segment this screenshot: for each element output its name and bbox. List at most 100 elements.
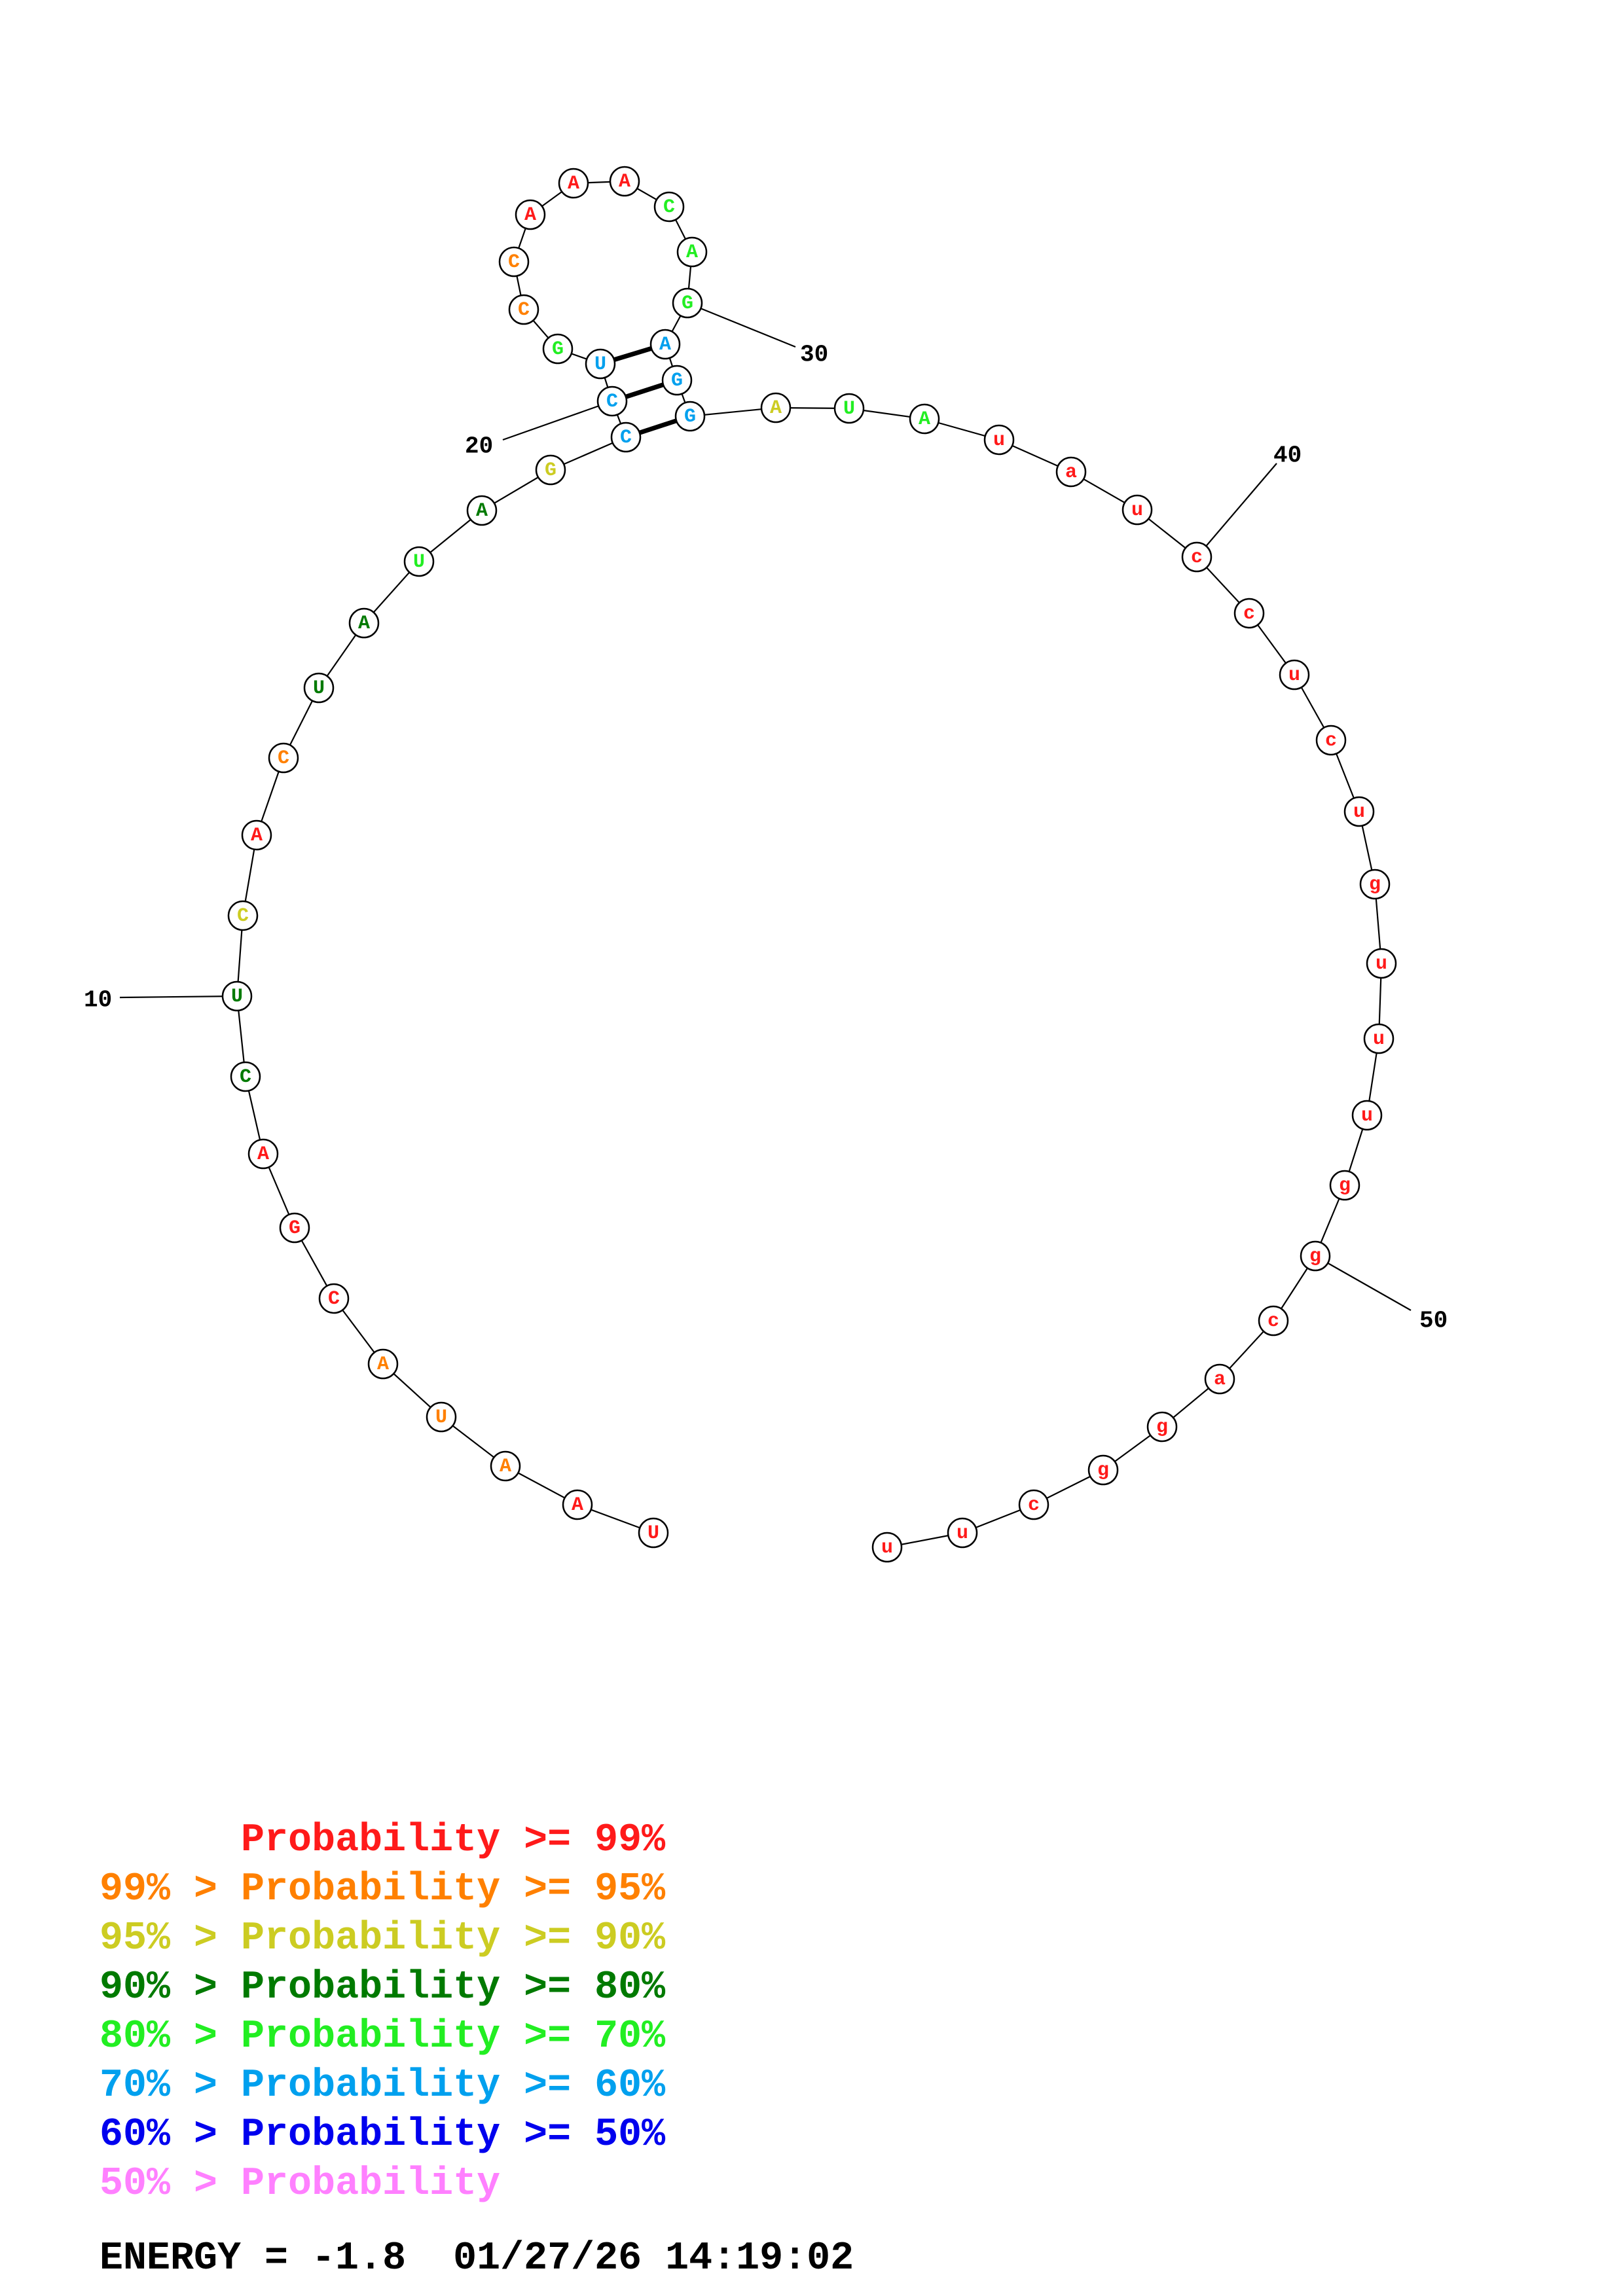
base-pair-bond	[638, 418, 678, 435]
nucleotide: c	[1181, 541, 1213, 573]
nucleotide-circle	[508, 294, 539, 325]
nucleotide: A	[760, 392, 792, 423]
nucleotide-circle	[653, 191, 685, 223]
nucleotide: C	[596, 386, 628, 417]
legend-prefix: 99% >	[100, 1867, 242, 1912]
nucleotide-letter: C	[620, 427, 632, 449]
nucleotide-letter: U	[594, 353, 606, 376]
nucleotide-letter: C	[237, 905, 249, 927]
nucleotide-letter: U	[231, 986, 243, 1008]
nucleotide: G	[674, 401, 706, 432]
nucleotide-circle	[871, 1532, 903, 1563]
nucleotide: U	[303, 672, 335, 704]
nucleotide: A	[515, 199, 546, 230]
nucleotide-circle	[221, 980, 253, 1012]
nucleotide-letter: A	[619, 171, 630, 193]
legend-text: Probability >= 80%	[241, 1965, 666, 2010]
nucleotide: U	[426, 1401, 457, 1433]
nucleotide-letter: G	[671, 370, 683, 392]
nucleotide-letter: G	[684, 406, 696, 428]
nucleotide: A	[247, 1138, 279, 1170]
nucleotide: G	[535, 454, 566, 486]
nucleotide-letter: g	[1156, 1416, 1168, 1439]
nucleotide-letter: U	[435, 1407, 447, 1429]
nucleotide-circle	[1343, 796, 1375, 827]
nucleotide-circle	[535, 454, 566, 486]
legend-text: Probability >= 90%	[241, 1916, 666, 1961]
nucleotide-letter: u	[1288, 664, 1300, 687]
nucleotide-letter: a	[1065, 461, 1077, 484]
nucleotide: u	[947, 1517, 978, 1549]
nucleotide-circle	[1329, 1170, 1360, 1201]
nucleotide-circle	[498, 246, 530, 278]
nucleotide: A	[676, 236, 708, 268]
legend-entry: 90% > Probability >= 80%	[100, 1964, 665, 2013]
nucleotide-letter: u	[993, 429, 1005, 452]
nucleotide: c	[1018, 1489, 1049, 1520]
nucleotide-letter: G	[552, 338, 564, 361]
nucleotide: g	[1300, 1240, 1331, 1272]
nucleotide: u	[1122, 494, 1153, 526]
nucleotide-circle	[1087, 1454, 1119, 1486]
nucleotide-letter: u	[881, 1537, 893, 1559]
nucleotide-circle	[661, 365, 693, 396]
nucleotide: C	[230, 1061, 261, 1092]
nucleotide-letter: G	[682, 293, 693, 315]
nucleotide-circle	[610, 422, 642, 453]
nucleotide: u	[1279, 659, 1310, 691]
nucleotide-circle	[558, 168, 589, 199]
nucleotide: g	[1146, 1411, 1178, 1443]
nucleotide: C	[227, 900, 259, 931]
nucleotide-letter: A	[770, 397, 782, 420]
nucleotide-letter: A	[377, 1354, 389, 1376]
position-tick-layer: 10 20 30 40 50	[84, 302, 1448, 1335]
nucleotide-circle	[1204, 1363, 1235, 1395]
nucleotide-letter: g	[1309, 1246, 1321, 1268]
nucleotide-letter: C	[240, 1066, 251, 1088]
nucleotide-letter: A	[476, 500, 488, 522]
base-pair-bond	[625, 382, 665, 399]
nucleotide-letter: g	[1339, 1175, 1351, 1197]
nucleotide-circle	[672, 287, 703, 319]
nucleotide-circle	[403, 546, 435, 577]
nucleotide: C	[610, 422, 642, 453]
nucleotide: G	[672, 287, 703, 319]
nucleotide: g	[1329, 1170, 1360, 1201]
nucleotide-letter: g	[1097, 1460, 1109, 1482]
nucleotide: G	[279, 1212, 310, 1244]
nucleotide-letter: U	[313, 677, 325, 700]
nucleotide-letter: C	[328, 1288, 340, 1310]
legend-entry: 70% > Probability >= 60%	[100, 2062, 665, 2111]
nucleotide-letter: u	[1376, 953, 1387, 975]
nucleotide-circle	[1351, 1100, 1383, 1131]
nucleotide: g	[1087, 1454, 1119, 1486]
nucleotide-letter: A	[919, 408, 930, 431]
nucleotide-letter: g	[1369, 874, 1381, 896]
nucleotide-letter: C	[606, 391, 618, 413]
energy-footer: ENERGY = -1.8 01/27/26 14:19:02	[100, 2236, 854, 2281]
base-pair-layer	[613, 346, 678, 435]
nucleotide-circle	[909, 403, 940, 435]
nucleotide: A	[367, 1348, 399, 1380]
nucleotide-circle	[426, 1401, 457, 1433]
nucleotide-circle	[227, 900, 259, 931]
nucleotide: A	[466, 495, 498, 526]
nucleotide-circle	[268, 742, 299, 774]
nucleotide-letter: u	[957, 1522, 968, 1545]
legend-prefix	[100, 1818, 241, 1863]
nucleotide: a	[1204, 1363, 1235, 1395]
position-tick-line	[502, 400, 613, 441]
nucleotide-letter: G	[545, 459, 556, 482]
base-pair-bond	[613, 346, 652, 362]
nucleotide: C	[318, 1283, 350, 1314]
nucleotide-circle	[318, 1283, 350, 1314]
nucleotide-circle	[983, 424, 1015, 456]
nucleotide: u	[1343, 796, 1375, 827]
nucleotide-letter: A	[686, 242, 698, 264]
nucleotide-letter: U	[413, 551, 425, 573]
nucleotide: A	[490, 1450, 521, 1482]
nucleotide: U	[833, 393, 865, 424]
nucleotide-circle	[230, 1061, 261, 1092]
nucleotide-circle	[515, 199, 546, 230]
